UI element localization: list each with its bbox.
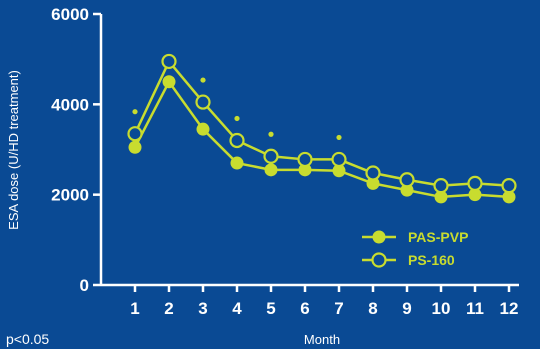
x-tick-labels: 1 2 3 4 5 6 7 8 9 10 11 12 [130, 299, 518, 318]
x-tick-label: 3 [198, 299, 207, 318]
data-point [331, 151, 347, 168]
y-tick-label: 6000 [51, 5, 89, 24]
series-ps-160 [127, 53, 517, 194]
legend-label-pas-pvp: PAS-PVP [408, 229, 468, 245]
data-point [502, 190, 516, 204]
legend: PAS-PVP PS-160 [362, 229, 468, 268]
data-point [332, 164, 346, 178]
series-line-pas-pvp [133, 79, 510, 199]
y-tick-label: 4000 [51, 95, 89, 114]
data-point [263, 148, 279, 164]
y-tick-label: 0 [80, 276, 89, 295]
data-point [229, 132, 245, 149]
data-point [127, 126, 143, 142]
series-layer [127, 53, 517, 204]
data-point [434, 190, 448, 204]
significance-dot [268, 131, 274, 137]
y-axis-label: ESA dose (U/HD treatment) [6, 70, 21, 230]
x-tick-label: 5 [266, 299, 275, 318]
y-tick-labels: 0 2000 4000 6000 [51, 5, 89, 295]
x-axis-label: Month [304, 332, 340, 347]
x-tick-label: 9 [402, 299, 411, 318]
significance-dot [234, 115, 240, 122]
x-tick-label: 6 [300, 299, 309, 318]
x-tick-label: 2 [164, 299, 173, 318]
significance-markers [132, 77, 342, 141]
legend-item-pas-pvp: PAS-PVP [362, 229, 468, 245]
data-point [297, 151, 313, 168]
legend-item-ps-160: PS-160 [362, 252, 455, 268]
data-point [399, 172, 415, 188]
y-tick-label: 2000 [51, 186, 89, 205]
data-point [196, 122, 210, 136]
x-tick-label: 4 [232, 299, 242, 318]
data-point [468, 188, 482, 202]
x-tick-label: 11 [466, 299, 484, 318]
data-point [230, 156, 244, 170]
x-tick-label: 12 [500, 299, 519, 318]
x-tick-label: 10 [432, 299, 451, 318]
data-point [128, 140, 142, 154]
data-point [161, 53, 177, 70]
x-tick-label: 7 [334, 299, 343, 318]
series-pas-pvp [128, 75, 516, 204]
data-point [264, 163, 278, 177]
data-point [365, 165, 381, 181]
data-point [400, 183, 414, 197]
significance-dot [336, 134, 342, 141]
data-point [162, 75, 176, 89]
data-point [195, 94, 211, 110]
data-point [501, 178, 517, 194]
data-point [366, 176, 380, 190]
legend-label-ps-160: PS-160 [408, 252, 455, 268]
legend-marker-pas-pvp [372, 230, 386, 244]
series-line-ps-160 [133, 59, 510, 187]
significance-note: p<0.05 [6, 331, 49, 347]
x-tick-label: 8 [368, 299, 377, 318]
x-tick-label: 1 [130, 299, 139, 318]
axes [93, 12, 519, 292]
data-point [298, 163, 312, 177]
significance-dot [132, 109, 138, 115]
significance-dot [200, 77, 206, 83]
data-point [433, 178, 449, 194]
data-point [467, 175, 483, 191]
legend-marker-ps-160 [371, 252, 387, 268]
